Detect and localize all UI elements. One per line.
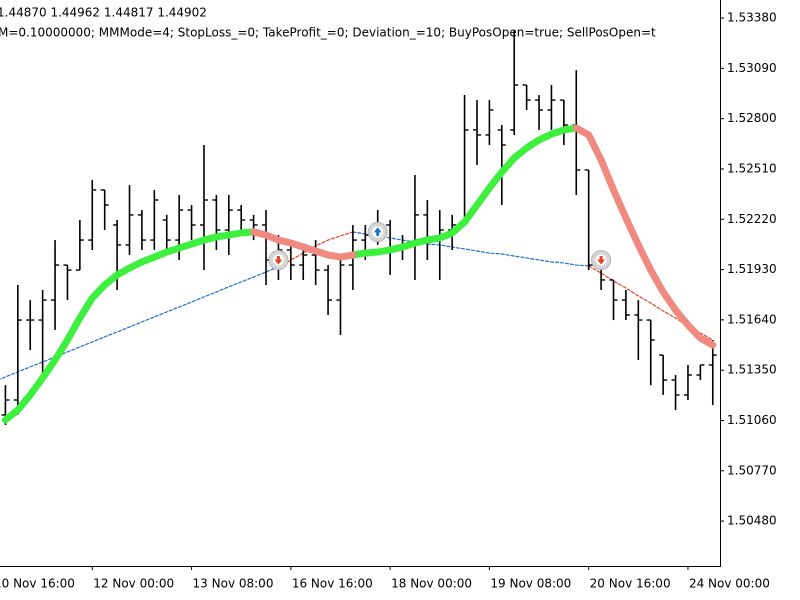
- x-tick-label: 18 Nov 00:00: [391, 577, 472, 591]
- x-tick-label: 13 Nov 08:00: [193, 577, 274, 591]
- y-tick-label: 1.53090: [727, 61, 777, 75]
- y-tick-label: 1.51350: [727, 363, 777, 377]
- signal-line: [0, 231, 590, 380]
- buy-signal: [367, 221, 388, 242]
- signal-arrow: [274, 256, 283, 265]
- x-tick-label: 20 Nov 16:00: [590, 577, 671, 591]
- signal-arrow: [597, 256, 606, 265]
- header-params: M=0.10000000; MMMode=4; StopLoss_=0; Tak…: [0, 26, 656, 40]
- x-tick-label: 16 Nov 16:00: [292, 577, 373, 591]
- y-tick-label: 1.51060: [727, 413, 777, 427]
- y-tick-label: 1.50770: [727, 463, 777, 477]
- y-tick-label: 1.53380: [727, 11, 777, 25]
- x-tick-label: 12 Nov 00:00: [93, 577, 174, 591]
- x-tick-label: 10 Nov 16:00: [0, 577, 75, 591]
- sell-signal: [268, 250, 289, 271]
- signal-arrow: [373, 227, 382, 236]
- y-tick-label: 1.51640: [727, 312, 777, 326]
- sell-signal: [591, 250, 612, 271]
- x-tick-label: 19 Nov 08:00: [490, 577, 571, 591]
- y-tick-label: 1.52510: [727, 161, 777, 175]
- x-tick-label: 24 Nov 00:00: [689, 577, 770, 591]
- indicator-line: [1, 124, 580, 424]
- y-tick-label: 1.52220: [727, 212, 777, 226]
- y-tick-label: 1.51930: [727, 262, 777, 276]
- header-ohlc: 1.44870 1.44962 1.44817 1.44902: [0, 6, 207, 20]
- indicator-line: [250, 124, 717, 349]
- y-tick-label: 1.52800: [727, 111, 777, 125]
- y-tick-label: 1.50480: [727, 514, 777, 528]
